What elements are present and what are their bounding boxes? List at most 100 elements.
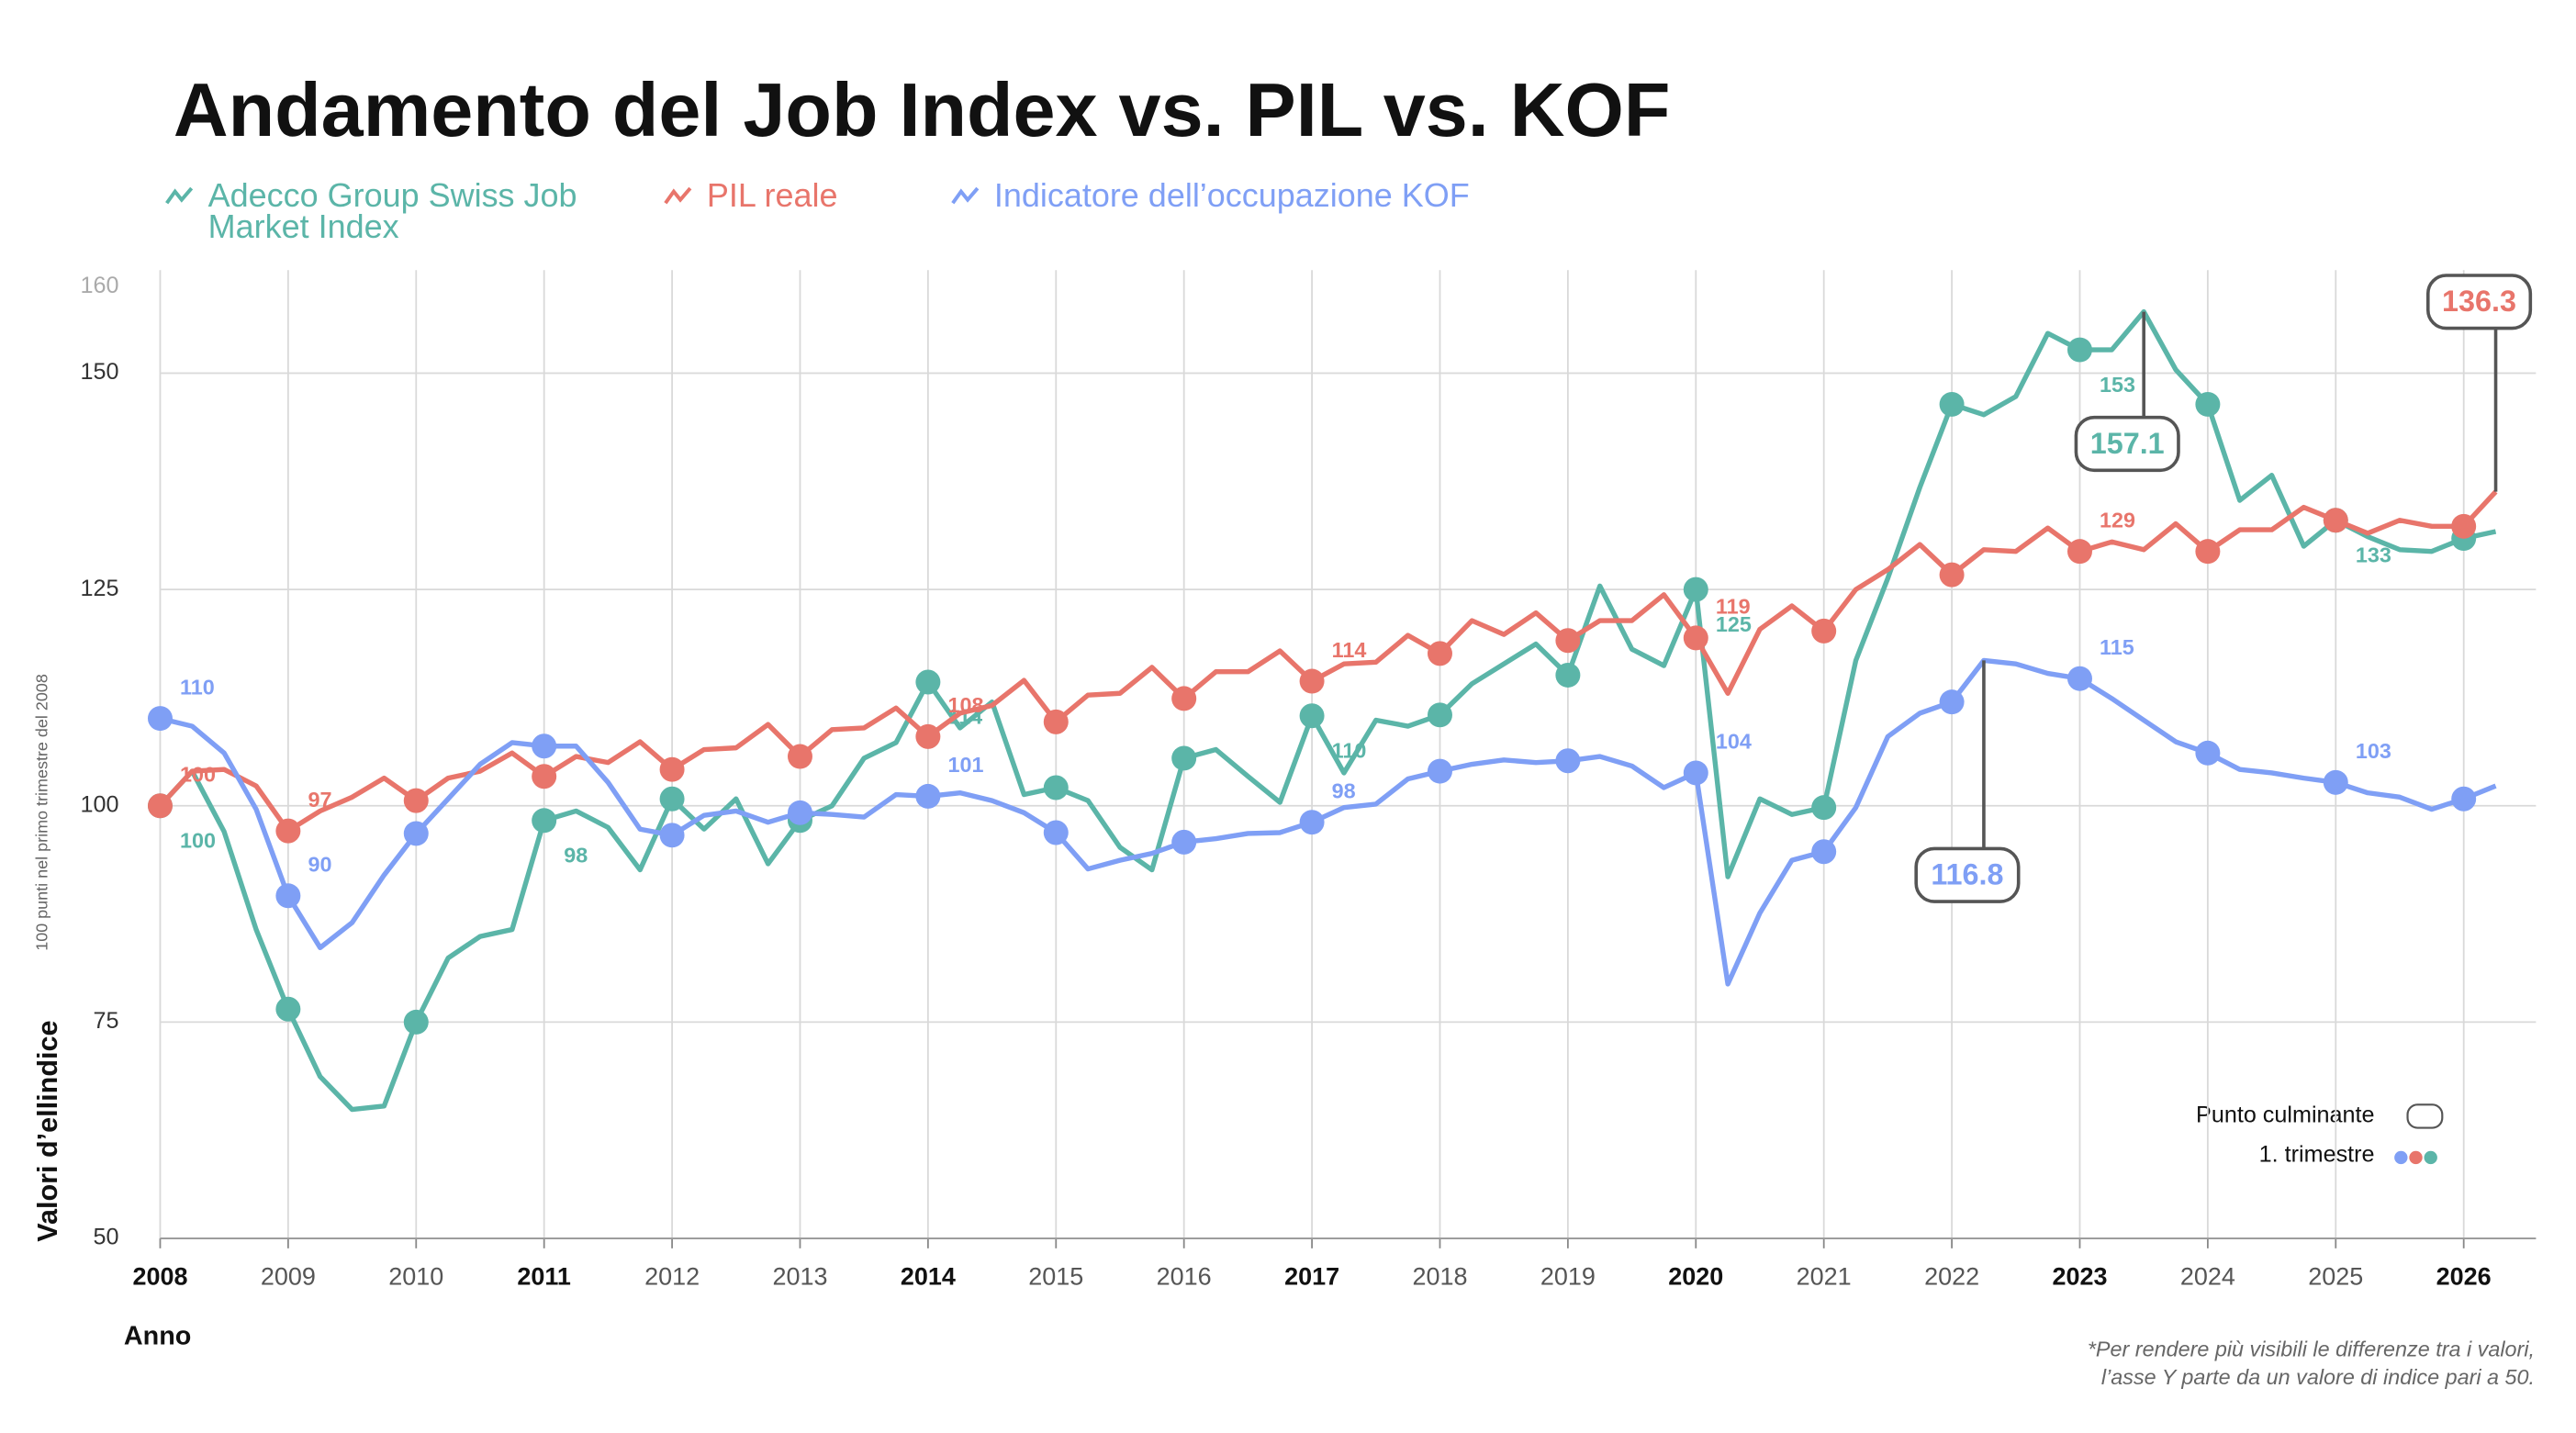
callout-box — [2425, 274, 2533, 330]
y-axis-title: Valori d’ellindice — [32, 1021, 63, 1242]
quarter-marker — [2323, 508, 2348, 533]
data-label: 104 — [1716, 730, 1752, 754]
quarter-marker — [1299, 810, 1325, 835]
key-label: Punto culminante — [2196, 1103, 2375, 1128]
x-tick-label: 2018 — [1412, 1262, 1467, 1290]
key-dot — [2409, 1150, 2423, 1165]
y-tick-label: 125 — [81, 576, 119, 601]
quarter-marker — [1939, 562, 1965, 588]
footnote: l’asse Y parte da un valore di indice pa… — [2101, 1365, 2535, 1389]
quarter-marker — [2195, 539, 2221, 565]
quarter-marker — [1811, 839, 1837, 865]
x-axis-title: Anno — [124, 1322, 191, 1351]
quarter-marker — [275, 996, 301, 1022]
quarter-marker — [1299, 668, 1325, 694]
quarter-marker — [532, 764, 557, 789]
data-label: 110 — [180, 675, 215, 699]
quarter-marker — [1427, 641, 1452, 666]
quarter-marker — [532, 733, 557, 759]
x-tick-label: 2011 — [517, 1262, 571, 1290]
quarter-marker — [1171, 686, 1197, 711]
data-label: 90 — [308, 853, 331, 877]
x-tick-label: 2024 — [2180, 1262, 2235, 1290]
x-tick-label: 2026 — [2436, 1262, 2492, 1290]
data-label: 115 — [2100, 635, 2134, 659]
data-label: 100 — [180, 829, 216, 853]
callout-box — [1914, 846, 2021, 903]
quarter-marker — [915, 783, 941, 809]
quarter-marker — [2195, 391, 2221, 417]
quarter-marker — [1555, 628, 1581, 654]
data-label: 114 — [1332, 638, 1367, 662]
quarter-marker — [1171, 745, 1197, 771]
quarter-marker — [1171, 829, 1197, 855]
quarter-marker — [659, 786, 685, 812]
data-label: 125 — [1716, 612, 1752, 636]
x-tick-label: 2009 — [261, 1262, 316, 1290]
quarter-marker — [915, 723, 941, 749]
data-label: 97 — [308, 788, 331, 812]
x-tick-label: 2023 — [2052, 1262, 2107, 1290]
y-tick-label: 150 — [81, 359, 119, 385]
footnote: *Per rendere più visibili le differenze … — [2088, 1338, 2535, 1361]
quarter-marker — [787, 744, 812, 769]
quarter-marker — [2451, 513, 2477, 539]
quarter-marker — [275, 818, 301, 844]
quarter-marker — [1683, 760, 1708, 786]
x-tick-label: 2010 — [388, 1262, 443, 1290]
quarter-marker — [1043, 709, 1069, 734]
x-tick-label: 2008 — [132, 1262, 187, 1290]
quarter-marker — [1939, 391, 1965, 417]
quarter-marker — [659, 823, 685, 848]
y-axis-subtitle: 100 punti nel primo trimestre del 2008 — [33, 674, 51, 951]
legend-swatch — [951, 186, 980, 205]
quarter-marker — [2066, 539, 2092, 565]
legend-icon — [951, 186, 980, 205]
quarter-marker — [1555, 662, 1581, 688]
x-tick-label: 2014 — [901, 1262, 956, 1290]
data-label: 110 — [1332, 738, 1367, 762]
x-tick-label: 2019 — [1540, 1262, 1596, 1290]
data-label: 129 — [2100, 508, 2135, 532]
callout-box — [2074, 415, 2180, 473]
data-label: 108 — [947, 693, 983, 717]
y-tick-label: 75 — [94, 1008, 119, 1034]
quarter-marker — [403, 821, 429, 846]
quarter-marker — [275, 883, 301, 909]
data-label: 103 — [2356, 739, 2391, 763]
quarter-marker — [403, 1009, 429, 1035]
quarter-marker — [1299, 703, 1325, 729]
y-tick-label: 160 — [81, 273, 119, 298]
peak-label: 157.1 — [2090, 427, 2165, 460]
key-icon — [2406, 1103, 2444, 1129]
y-tick-label: 50 — [94, 1225, 119, 1250]
legend-swatch — [664, 186, 692, 205]
x-tick-label: 2021 — [1797, 1262, 1852, 1290]
data-label: 98 — [564, 844, 588, 868]
legend-item: Adecco Group Swiss Job Market Index — [165, 178, 588, 247]
quarter-marker — [1811, 618, 1837, 644]
legend-label: Adecco Group Swiss Job Market Index — [207, 178, 577, 247]
data-label: 133 — [2356, 543, 2391, 566]
quarter-marker — [1811, 795, 1837, 821]
quarter-marker — [1939, 689, 1965, 715]
quarter-marker — [1427, 758, 1452, 784]
x-tick-label: 2025 — [2308, 1262, 2363, 1290]
quarter-marker — [2195, 740, 2221, 766]
legend-icon — [664, 186, 692, 205]
series-line — [158, 489, 2498, 834]
quarter-marker — [532, 808, 557, 834]
quarter-marker — [1683, 625, 1708, 651]
data-label: 119 — [1716, 595, 1751, 619]
plot: 10098114110125153157.1133100971081141191… — [147, 274, 2533, 1113]
legend-swatch — [165, 186, 194, 205]
quarter-marker — [659, 756, 685, 782]
peak-label: 136.3 — [2442, 285, 2516, 318]
quarter-marker — [147, 706, 173, 732]
quarter-marker — [1555, 748, 1581, 774]
legend-label: PIL reale — [706, 178, 838, 215]
x-tick-label: 2020 — [1668, 1262, 1723, 1290]
data-label: 98 — [1332, 778, 1356, 802]
